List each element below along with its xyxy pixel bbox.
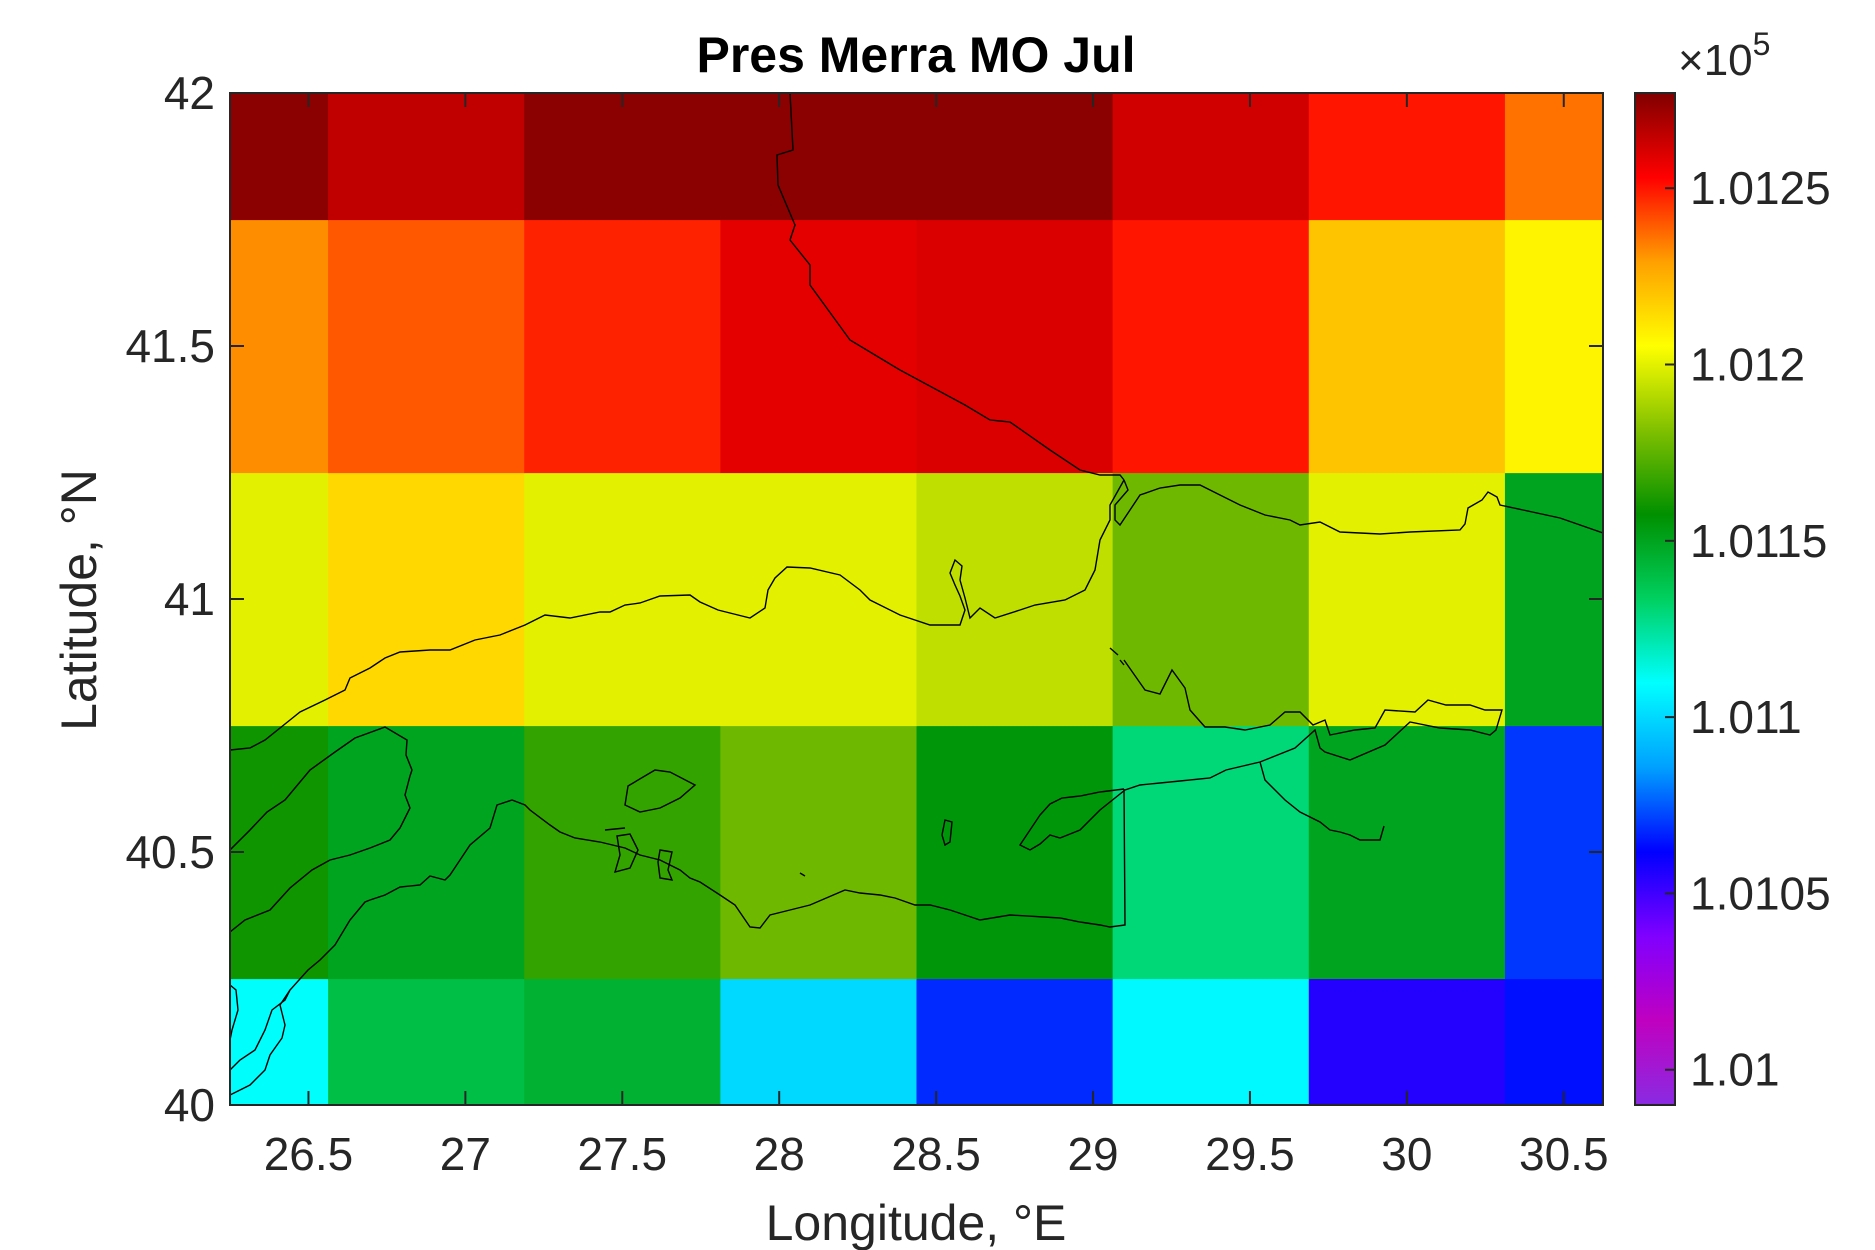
heatmap-cell <box>916 219 1114 474</box>
heatmap-cell <box>524 978 721 1106</box>
coastline-marmara-east <box>1018 659 1503 851</box>
colorbar-tick-label: 1.011 <box>1690 691 1802 743</box>
island-marmara <box>624 769 697 813</box>
heatmap-cell <box>524 472 721 727</box>
coastline-marmara-north <box>230 479 1125 751</box>
y-tick-label: 40 <box>164 1079 215 1131</box>
y-axis: 40 40.5 41 41.5 42 <box>125 67 1603 1131</box>
heatmap-cell <box>1308 219 1506 474</box>
x-tick-label: 29 <box>1067 1128 1118 1180</box>
chart-title: Pres Merra MO Jul <box>696 27 1135 83</box>
heatmap-cell <box>328 93 525 221</box>
heatmap-cell <box>720 725 918 980</box>
colorbar-tick-label: 1.012 <box>1690 339 1805 391</box>
coastline-marmara-south <box>230 788 1126 1071</box>
island-pasalimani <box>657 849 674 881</box>
x-tick-label: 30 <box>1381 1128 1432 1180</box>
coastline-gallipoli <box>230 726 413 933</box>
x-tick-label: 26.5 <box>264 1128 354 1180</box>
x-tick-label: 29.5 <box>1205 1128 1295 1180</box>
coastline-southwest <box>230 984 291 1096</box>
coastline <box>230 93 1603 1096</box>
heatmap-cell <box>1308 93 1506 221</box>
heatmap-cell <box>916 978 1114 1106</box>
heatmap-cell <box>1308 978 1506 1106</box>
colorbar-tick-label: 1.0125 <box>1690 162 1831 214</box>
y-tick-label: 42 <box>164 67 215 119</box>
heatmap-cell <box>1308 725 1506 980</box>
y-tick-label: 41 <box>164 573 215 625</box>
x-axis: 26.5 27 27.5 28 28.5 29 29.5 30 30.5 <box>264 93 1609 1180</box>
heatmap-cell <box>720 978 918 1106</box>
heatmap-cell <box>1504 93 1604 221</box>
island-princes <box>941 819 953 847</box>
heatmap-cell <box>720 219 918 474</box>
heatmap-cell <box>916 93 1114 221</box>
colorbar: 1.01 1.0105 1.011 1.0115 1.012 1.0125 ×105 <box>1634 26 1831 1106</box>
heatmap-cell <box>720 93 918 221</box>
y-tick-label: 41.5 <box>125 320 215 372</box>
heatmap-cell <box>1504 978 1604 1106</box>
heatmap-cell <box>916 472 1114 727</box>
island-avsa <box>613 833 639 873</box>
islet-b <box>604 827 806 877</box>
heatmap-cell <box>230 472 329 727</box>
heatmap-cell <box>1112 978 1310 1106</box>
colorbar-gradient <box>1634 92 1676 1106</box>
heatmap-cell <box>1504 725 1604 980</box>
heatmap-cells <box>230 93 1604 1106</box>
coastline-bosphorus-east <box>1114 479 1603 535</box>
heatmap-cell <box>1112 219 1310 474</box>
x-axis-label: Longitude, °E <box>766 1195 1067 1250</box>
colorbar-ticks: 1.01 1.0105 1.011 1.0115 1.012 1.0125 <box>1665 162 1831 1096</box>
heatmap-cell <box>916 725 1114 980</box>
y-axis-label: Latitude, °N <box>51 469 107 731</box>
heatmap-cell <box>1504 219 1604 474</box>
heatmap-cell <box>230 219 329 474</box>
heatmap-cell <box>328 978 525 1106</box>
heatmap-cell <box>1308 472 1506 727</box>
heatmap-cell <box>230 725 329 980</box>
x-tick-label: 28 <box>754 1128 805 1180</box>
coastline-gemlik <box>1259 761 1385 841</box>
heatmap-cell <box>524 219 721 474</box>
heatmap-cell <box>524 93 721 221</box>
heatmap-cell <box>1112 725 1310 980</box>
colorbar-tick-label: 1.01 <box>1690 1044 1780 1096</box>
colorbar-exponent-power: 5 <box>1753 26 1771 62</box>
heatmap-cell <box>328 725 525 980</box>
heatmap-cell <box>328 219 525 474</box>
heatmap-cell <box>230 93 329 221</box>
islet-a <box>1109 647 1125 666</box>
x-tick-label: 27 <box>440 1128 491 1180</box>
colorbar-tick-label: 1.0115 <box>1690 515 1827 567</box>
heatmap-cell <box>328 472 525 727</box>
x-tick-label: 27.5 <box>578 1128 668 1180</box>
colorbar-tick-label: 1.0105 <box>1690 867 1831 919</box>
heatmap-cell <box>524 725 721 980</box>
coastline-black-sea <box>776 93 1125 481</box>
heatmap-cell <box>1112 472 1310 727</box>
y-tick-label: 40.5 <box>125 826 215 878</box>
heatmap-cell <box>1504 472 1604 727</box>
x-tick-label: 30.5 <box>1519 1128 1609 1180</box>
colorbar-exponent: ×105 <box>1678 26 1770 85</box>
heatmap-cell <box>720 472 918 727</box>
colorbar-exponent-base: ×10 <box>1678 36 1753 85</box>
heatmap-cell <box>1112 93 1310 221</box>
x-tick-label: 28.5 <box>891 1128 981 1180</box>
